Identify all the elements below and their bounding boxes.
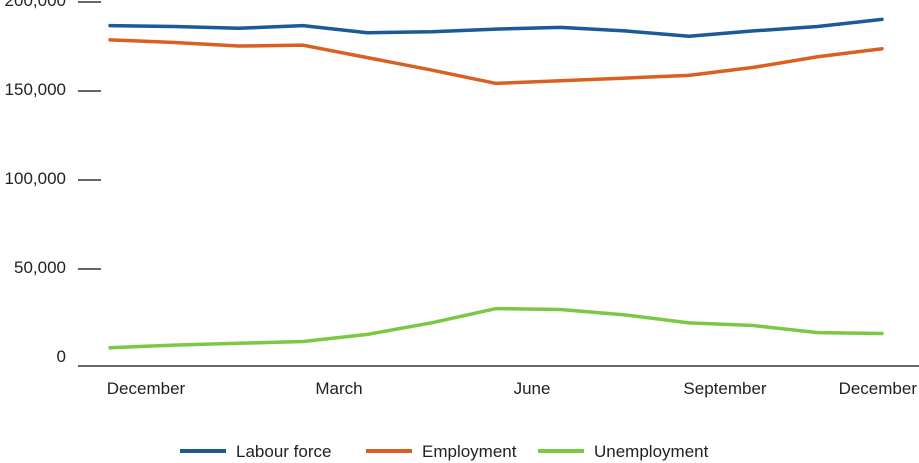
y-axis: 0 50,000 100,000 150,000 200,000 xyxy=(5,0,101,366)
y-tick-label: 200,000 xyxy=(5,0,66,10)
series-line-unemployment xyxy=(108,306,884,350)
series-line-labour-force xyxy=(108,17,884,39)
x-tick-label: June xyxy=(514,379,551,398)
x-axis: December March June September December xyxy=(107,379,918,398)
series-lines xyxy=(108,17,884,350)
legend-label: Unemployment xyxy=(594,442,709,461)
x-tick-label: December xyxy=(839,379,918,398)
y-tick-label: 150,000 xyxy=(5,80,66,99)
legend: Labour force Employment Unemployment xyxy=(180,442,709,461)
y-tick-label: 100,000 xyxy=(5,169,66,188)
x-tick-label: December xyxy=(107,379,186,398)
y-tick-label: 50,000 xyxy=(14,258,66,277)
y-tick-label: 0 xyxy=(57,347,66,366)
legend-label: Employment xyxy=(422,442,517,461)
x-tick-label: March xyxy=(315,379,362,398)
series-line-employment xyxy=(108,38,884,86)
x-tick-label: September xyxy=(683,379,766,398)
legend-label: Labour force xyxy=(236,442,331,461)
